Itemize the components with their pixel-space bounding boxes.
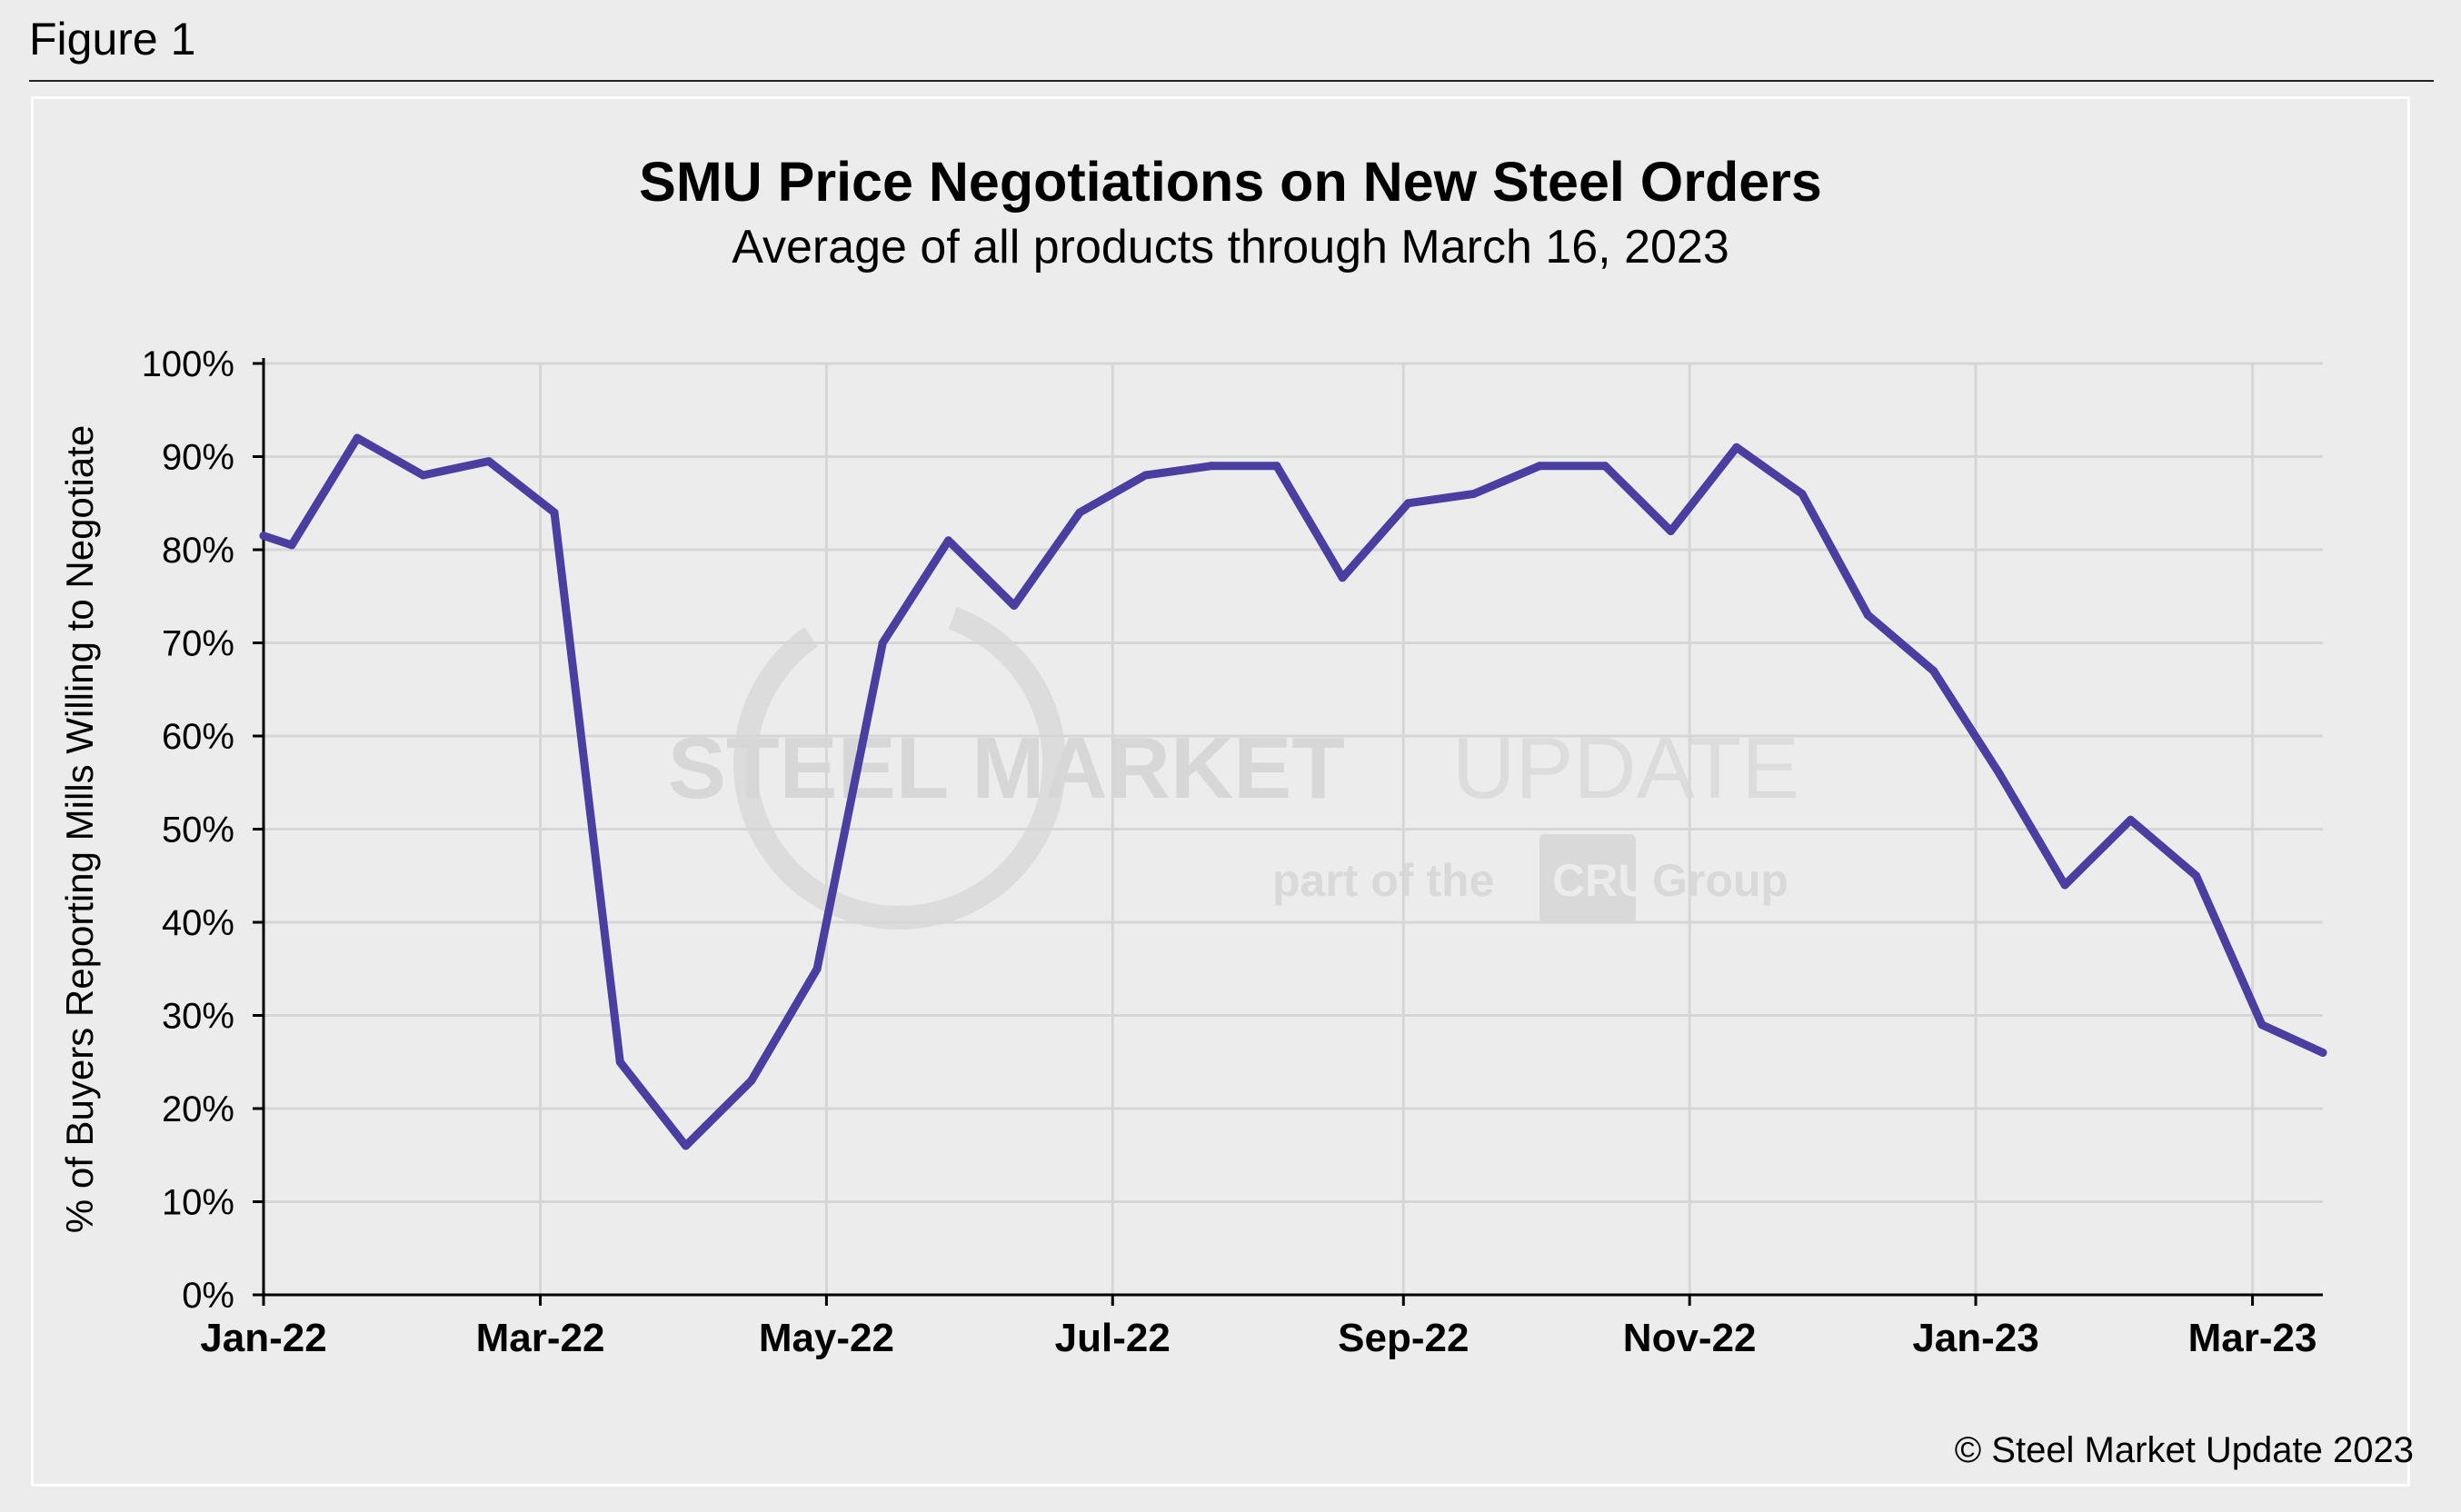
data-point [1338, 573, 1347, 582]
data-point [259, 532, 268, 541]
axes [253, 358, 2323, 1306]
data-point [1863, 611, 1872, 620]
data-point [1470, 490, 1479, 498]
header-divider [29, 80, 2434, 82]
y-tick-label: 40% [162, 903, 234, 943]
watermark-tagline-pre: part of the [1272, 855, 1494, 906]
data-point [1667, 527, 1675, 535]
y-tick-label: 90% [162, 438, 234, 478]
x-tick-label: Nov-22 [1623, 1316, 1757, 1360]
y-tick-label: 70% [162, 624, 234, 664]
data-point [682, 1141, 691, 1150]
data-point [484, 457, 493, 466]
data-point [878, 639, 887, 647]
chart-panel [31, 96, 2410, 1487]
figure-label: Figure 1 [29, 14, 196, 65]
x-axis-ticks: Jan-22 Mar-22 May-22 Jul-22 Sep-22 Nov-22 Jan-… [200, 1316, 2317, 1360]
grid-lines [264, 362, 2323, 1295]
y-tick-label: 50% [162, 811, 234, 850]
watermark-tagline-post: Group [1652, 855, 1788, 906]
data-point [1798, 490, 1807, 498]
watermark-bold-text: STEEL MARKET [668, 720, 1345, 817]
y-tick-label: 60% [162, 717, 234, 757]
data-point [944, 536, 953, 545]
data-point [2192, 871, 2201, 880]
data-point [1404, 499, 1412, 508]
data-point [2126, 815, 2135, 824]
series-group [259, 433, 2327, 1150]
x-tick-label: Jan-23 [1912, 1316, 2038, 1360]
data-point [1141, 471, 1150, 480]
y-tick-label: 20% [162, 1089, 234, 1129]
data-point [550, 508, 559, 517]
copyright-note: © Steel Market Update 2023 [1954, 1430, 2414, 1470]
y-tick-label: 0% [182, 1276, 234, 1316]
data-point [353, 433, 362, 443]
x-tick-label: Mar-23 [2188, 1316, 2317, 1360]
y-axis-ticks: 0% 10% 20% 30% 40% 50% 60% 70% 80% 90% 100% [142, 344, 234, 1316]
data-point [2060, 880, 2069, 890]
data-point [1995, 769, 2004, 778]
y-axis-label: % of Buyers Reporting Mills Willing to N… [58, 425, 101, 1233]
data-point [2318, 1049, 2327, 1057]
chart-title: SMU Price Negotiations on New Steel Orde… [639, 151, 1822, 213]
watermark-light-text: UPDATE [1452, 720, 1799, 817]
data-point [1010, 602, 1019, 610]
data-point [615, 1058, 624, 1067]
data-point [812, 964, 822, 973]
y-tick-label: 10% [162, 1183, 234, 1223]
data-point [1075, 508, 1084, 517]
y-tick-label: 80% [162, 531, 234, 571]
x-tick-label: Jul-22 [1055, 1316, 1171, 1360]
data-point [1272, 462, 1281, 471]
data-point [2257, 1020, 2267, 1030]
data-point [1929, 666, 1938, 675]
data-point [1535, 462, 1544, 471]
x-tick-label: Jan-22 [200, 1316, 326, 1360]
y-tick-label: 100% [142, 344, 234, 384]
watermark-cru-text: CRU [1552, 855, 1650, 906]
x-tick-label: Mar-22 [476, 1316, 605, 1360]
data-point [747, 1076, 756, 1085]
x-tick-label: Sep-22 [1338, 1316, 1469, 1360]
watermark-arc-icon [733, 607, 1066, 930]
data-point [419, 471, 427, 480]
data-point [1207, 462, 1216, 471]
data-point [287, 541, 296, 550]
data-point [1600, 462, 1609, 471]
watermark-cru-badge-icon [1539, 834, 1636, 923]
x-tick-label: May-22 [759, 1316, 894, 1360]
y-tick-label: 30% [162, 997, 234, 1037]
chart-subtitle: Average of all products through March 16… [732, 221, 1729, 274]
data-point [1732, 443, 1741, 452]
